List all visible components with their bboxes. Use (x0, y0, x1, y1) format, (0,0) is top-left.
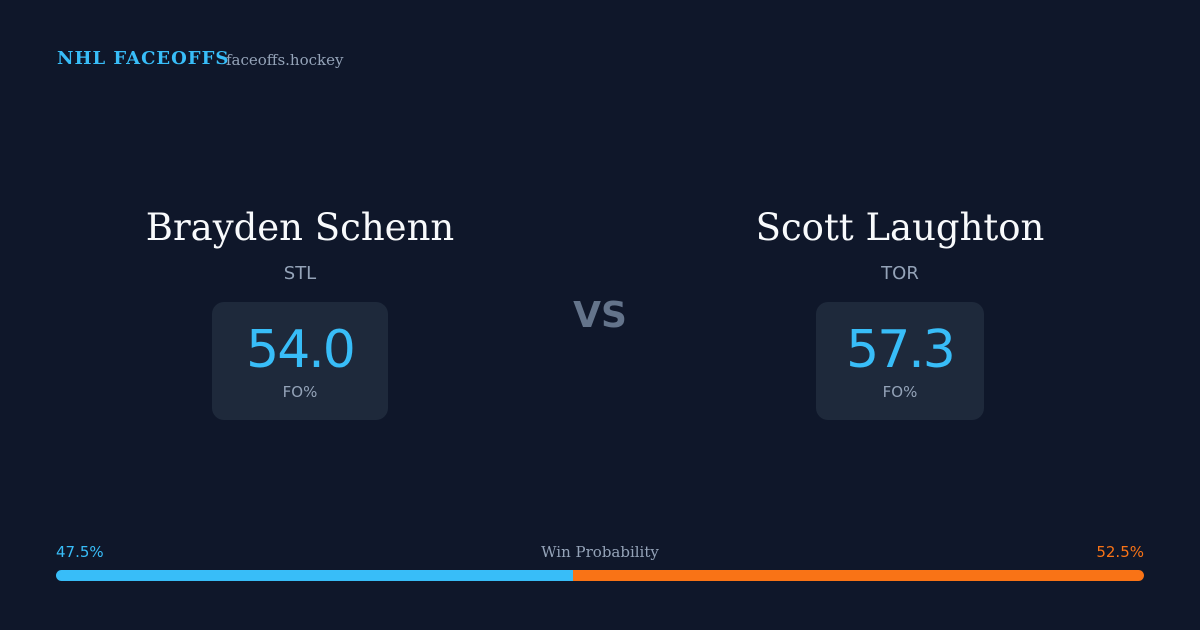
stat-label: FO% (882, 383, 918, 401)
stat-label: FO% (282, 383, 318, 401)
player-team: STL (283, 263, 317, 284)
versus: VS (573, 295, 627, 336)
stat-box: 54.0 FO% (212, 302, 388, 420)
stat-box: 57.3 FO% (816, 302, 984, 420)
probability-bar (56, 570, 1144, 581)
site: faceoffs.hockey (226, 51, 344, 69)
left-probability: 47.5% (56, 543, 104, 561)
right-bar (572, 570, 1144, 581)
win-probability-title: Win Probability (541, 543, 659, 561)
player-name: Scott Laughton (755, 206, 1045, 249)
stat-value: 54.0 (246, 320, 356, 380)
right-probability: 52.5% (1096, 543, 1144, 561)
player-team: TOR (881, 263, 919, 284)
stat-value: 57.3 (846, 320, 956, 380)
player-name: Brayden Schenn (145, 206, 455, 249)
left-bar (56, 570, 573, 581)
brand: NHL FACEOFFS (57, 48, 230, 69)
